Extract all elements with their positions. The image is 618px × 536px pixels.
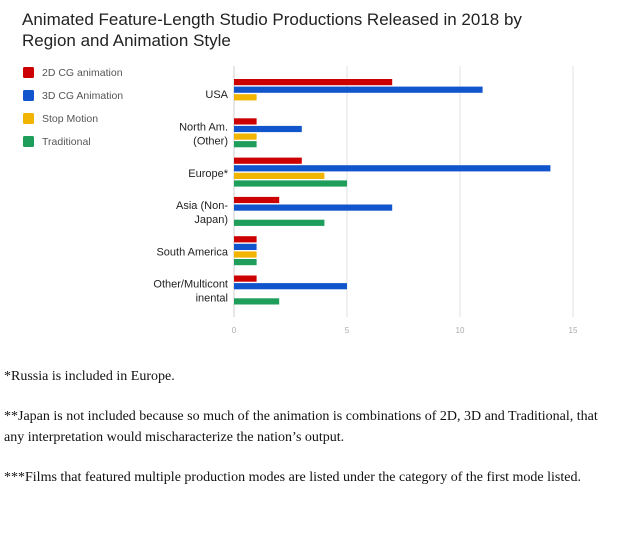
x-tick-label: 0 xyxy=(232,326,237,335)
bar xyxy=(234,204,393,211)
bar xyxy=(234,86,483,93)
gridlines xyxy=(233,66,574,317)
bar xyxy=(234,172,325,179)
bar xyxy=(234,259,257,266)
x-tick-label: 5 xyxy=(345,326,350,335)
bar xyxy=(234,125,302,133)
legend-label: Stop Motion xyxy=(42,113,98,125)
chart-title: Animated Feature-Length Studio Productio… xyxy=(22,10,522,50)
category-label: Other/Multicont xyxy=(153,279,228,291)
legend-swatch xyxy=(23,67,34,78)
legend-swatch xyxy=(23,136,34,147)
bar xyxy=(234,219,325,226)
x-axis-ticks: 0 5 10 15 xyxy=(232,326,578,335)
bar xyxy=(234,118,257,125)
legend: 2D CG animation 3D CG Animation Stop Motio… xyxy=(23,67,123,148)
chart: Animated Feature-Length Studio Productio… xyxy=(22,10,578,335)
bar xyxy=(234,79,393,86)
category-label: inental xyxy=(196,293,228,305)
x-tick-label: 10 xyxy=(456,326,465,335)
bar xyxy=(234,94,257,101)
bars xyxy=(234,79,551,305)
bar xyxy=(234,243,257,250)
category-label: North Am. xyxy=(179,122,228,134)
footnote-japan: **Japan is not included because so much … xyxy=(4,409,598,445)
legend-label: 2D CG animation xyxy=(42,67,123,79)
bar xyxy=(234,251,257,258)
bar xyxy=(234,275,257,282)
chart-title-line: Region and Animation Style xyxy=(22,31,231,50)
bar xyxy=(234,141,257,148)
chart-title-line: Animated Feature-Length Studio Productio… xyxy=(22,10,522,29)
bar xyxy=(234,283,347,290)
bar xyxy=(234,236,257,243)
category-label: South America xyxy=(156,246,228,258)
legend-swatch xyxy=(23,90,34,101)
legend-swatch xyxy=(23,113,34,124)
legend-label: Traditional xyxy=(42,136,91,148)
footnote-multiple-modes: ***Films that featured multiple producti… xyxy=(4,470,581,485)
bar xyxy=(234,180,347,187)
legend-label: 3D CG Animation xyxy=(42,90,123,102)
category-label: Japan) xyxy=(194,214,228,226)
bar xyxy=(234,196,280,204)
category-label: USA xyxy=(205,89,228,101)
bar xyxy=(234,133,257,140)
category-label: Asia (Non- xyxy=(176,200,228,212)
category-labels: USA North Am. (Other) Europe* Asia (Non- Japa… xyxy=(153,89,228,305)
footnote-russia: *Russia is included in Europe. xyxy=(4,369,175,384)
category-label: (Other) xyxy=(193,136,228,148)
x-tick-label: 15 xyxy=(569,326,578,335)
footnotes: *Russia is included in Europe. **Japan i… xyxy=(4,366,604,507)
bar xyxy=(234,157,302,164)
category-label: Europe* xyxy=(188,168,228,180)
bar xyxy=(234,165,551,172)
bar xyxy=(234,298,280,305)
